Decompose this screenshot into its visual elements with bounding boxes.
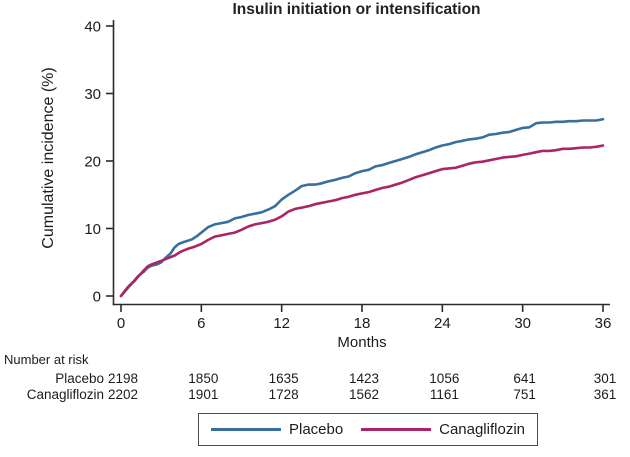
y-tick-label: 40 <box>84 19 101 36</box>
x-tick-label: 0 <box>117 315 125 332</box>
y-tick-label: 30 <box>84 86 101 103</box>
x-tick-label: 30 <box>514 315 531 332</box>
series-line-placebo <box>119 117 605 298</box>
risk-row-label-placebo: Placebo <box>55 371 104 386</box>
risk-value: 1635 <box>268 371 299 386</box>
risk-value: 301 <box>593 371 617 386</box>
risk-value: 1728 <box>268 387 299 402</box>
risk-value: 1850 <box>188 371 219 386</box>
legend: Placebo Canagliflozin <box>198 413 538 446</box>
x-tick-label: 18 <box>354 315 371 332</box>
x-axis-label: Months <box>337 334 387 351</box>
risk-value: 361 <box>593 387 617 402</box>
risk-table-heading: Number at risk <box>4 352 89 367</box>
legend-item-placebo: Placebo <box>211 421 343 438</box>
x-tick-label: 36 <box>595 315 612 332</box>
risk-value: 1562 <box>348 387 380 402</box>
y-tick-label: 0 <box>93 289 101 306</box>
risk-value: 2202 <box>107 387 139 402</box>
x-tick-label: 6 <box>197 315 205 332</box>
risk-value: 1056 <box>429 371 460 386</box>
risk-value: 1161 <box>429 387 459 402</box>
risk-value: 641 <box>513 371 536 386</box>
risk-value: 751 <box>513 387 536 402</box>
risk-value: 1423 <box>348 371 380 386</box>
legend-label: Canagliflozin <box>439 421 525 438</box>
legend-item-canagliflozin: Canagliflozin <box>361 421 525 438</box>
legend-line-icon <box>211 428 281 431</box>
y-tick-label: 10 <box>84 221 101 238</box>
x-tick-label: 12 <box>273 315 290 332</box>
chart-title: Insulin initiation or intensification <box>232 1 481 18</box>
legend-label: Placebo <box>289 421 344 438</box>
risk-value: 1901 <box>188 387 219 402</box>
y-tick-label: 20 <box>84 154 101 171</box>
risk-row-label-canagliflozin: Canagliflozin <box>26 387 104 402</box>
legend-line-icon <box>361 428 432 431</box>
x-tick-label: 24 <box>434 315 451 332</box>
series-line-canagliflozin <box>119 144 605 298</box>
risk-value: 2198 <box>107 371 139 386</box>
